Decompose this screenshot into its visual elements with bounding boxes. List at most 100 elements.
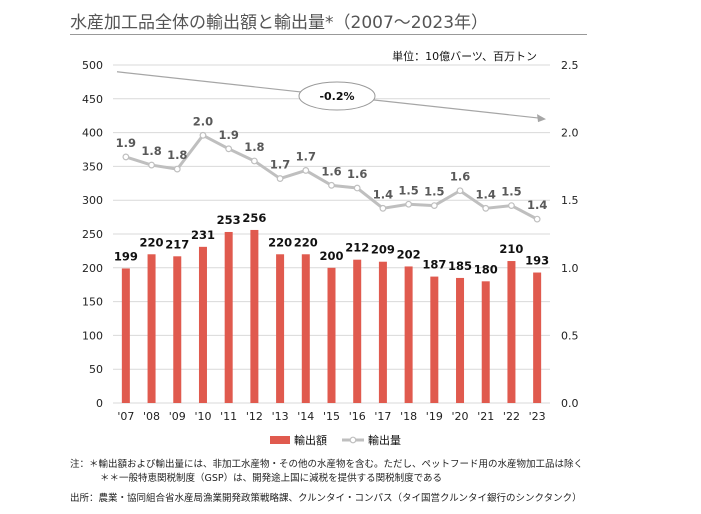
bar-data-label: 256	[242, 211, 266, 225]
x-tick-label: '23	[529, 410, 546, 423]
y-left-tick-label: 350	[82, 160, 103, 173]
line-point	[199, 131, 207, 139]
bar-data-label: 253	[217, 213, 241, 227]
bar-export-value	[276, 254, 285, 403]
bar-data-label: 180	[474, 262, 498, 276]
bar-export-value	[378, 261, 387, 403]
bar-data-label: 220	[294, 235, 318, 249]
line-data-label: 1.5	[501, 185, 521, 199]
bar-export-value	[301, 254, 310, 403]
x-tick-label: '19	[426, 410, 443, 423]
x-tick-label: '08	[143, 410, 160, 423]
trend-label: -0.2%	[319, 90, 354, 103]
bar-data-label: 217	[165, 237, 189, 251]
bar-data-label: 220	[140, 235, 164, 249]
legend-line-marker	[349, 436, 357, 444]
x-tick-label: '13	[272, 410, 289, 423]
y-left-tick-label: 500	[82, 59, 103, 72]
y-left-tick-label: 100	[82, 329, 103, 342]
x-tick-label: '17	[374, 410, 391, 423]
x-tick-label: '10	[194, 410, 211, 423]
x-tick-label: '16	[349, 410, 366, 423]
x-tick-label: '22	[503, 410, 520, 423]
x-tick-label: '20	[452, 410, 469, 423]
chart-area: 0 50 100 150 200 250 300 350 400 450 500 0.0 0.5 1.0 1…	[82, 49, 579, 447]
line-point	[353, 184, 361, 192]
x-tick-label: '07	[117, 410, 134, 423]
y-left-tick-label: 250	[82, 228, 103, 241]
legend-bar-swatch	[270, 436, 290, 444]
line-data-label: 2.0	[193, 114, 213, 128]
bar-export-value	[327, 267, 336, 403]
line-data-label: 1.4	[476, 187, 496, 201]
x-tick-label: '11	[220, 410, 237, 423]
bar-data-label: 220	[268, 235, 292, 249]
line-point	[122, 153, 130, 161]
line-point	[148, 161, 155, 169]
line-data-label: 1.4	[373, 187, 393, 201]
chart-title: 水産加工品全体の輸出額と輸出量*（2007～2023年）	[70, 13, 489, 33]
bar-data-label: 200	[319, 249, 343, 263]
line-point	[508, 202, 515, 210]
x-tick-label: '21	[477, 410, 494, 423]
line-data-label: 1.9	[116, 136, 136, 150]
bar-data-label: 185	[448, 259, 472, 273]
line-data-label: 1.7	[296, 149, 316, 163]
y-left-tick-label: 400	[82, 127, 103, 140]
y-right-tick-label: 0.0	[561, 397, 579, 410]
line-data-label: 1.8	[141, 144, 161, 158]
line-data-label: 1.4	[527, 198, 547, 212]
y-left-tick-label: 0	[96, 397, 103, 410]
line-point	[379, 204, 387, 212]
line-data-label: 1.8	[244, 140, 264, 154]
bar-export-value	[173, 256, 182, 403]
bar-export-value	[430, 276, 439, 403]
line-data-label: 1.7	[270, 158, 290, 172]
bar-export-value	[404, 266, 413, 403]
bar-export-value	[481, 281, 490, 403]
bar-data-label: 199	[114, 249, 138, 263]
trend-label-bubble	[298, 81, 376, 111]
bar-export-value	[456, 277, 465, 403]
x-tick-label: '15	[323, 410, 340, 423]
bar-data-label: 193	[525, 254, 549, 268]
y-left-tick-label: 450	[82, 93, 103, 106]
unit-label: 単位：10億バーツ、百万トン	[392, 49, 537, 63]
y-left-tick-label: 300	[82, 194, 103, 207]
line-point	[328, 181, 335, 189]
x-tick-label: '14	[297, 410, 314, 423]
y-right-tick-label: 1.5	[561, 194, 579, 207]
y-left-tick-label: 200	[82, 262, 103, 275]
y-right-tick-label: 2.0	[561, 127, 579, 140]
bar-data-label: 187	[422, 258, 446, 272]
bar-data-label: 202	[397, 247, 421, 261]
y-right-tick-label: 0.5	[561, 329, 579, 342]
line-data-label: 1.9	[218, 128, 238, 142]
trend-arrowhead	[537, 114, 546, 123]
bar-export-value	[121, 268, 130, 403]
line-point	[533, 215, 541, 223]
line-point	[405, 200, 413, 208]
footnote-2: ＊＊一般特恵関税制度（GSP）は、開発途上国に減税を提供する関税制度である	[100, 473, 443, 484]
y-right-tick-label: 2.5	[561, 59, 579, 72]
line-point	[250, 157, 258, 165]
bar-export-value	[507, 261, 516, 403]
line-point	[302, 167, 310, 174]
bar-data-label: 231	[191, 228, 215, 242]
y-right-tick-label: 1.0	[561, 262, 579, 275]
legend-line-label: 輸出量	[368, 433, 401, 447]
line-data-label: 1.8	[167, 148, 187, 162]
line-point	[173, 165, 181, 173]
bar-data-label: 209	[371, 243, 395, 257]
bar-export-value	[147, 254, 156, 403]
footnote-1: 注：＊輸出額および輸出量には、非加工水産物・その他の水産物を含む。ただし、ペット…	[70, 459, 584, 470]
x-tick-label: '09	[169, 410, 186, 423]
y-left-tick-label: 50	[89, 363, 103, 376]
line-data-label: 1.6	[347, 167, 367, 181]
line-data-label: 1.6	[450, 170, 470, 184]
legend-bar-label: 輸出額	[294, 433, 327, 447]
bar-data-label: 212	[345, 241, 369, 255]
bar-export-value	[198, 246, 207, 403]
x-tick-label: '12	[246, 410, 263, 423]
bar-export-value	[353, 259, 362, 403]
